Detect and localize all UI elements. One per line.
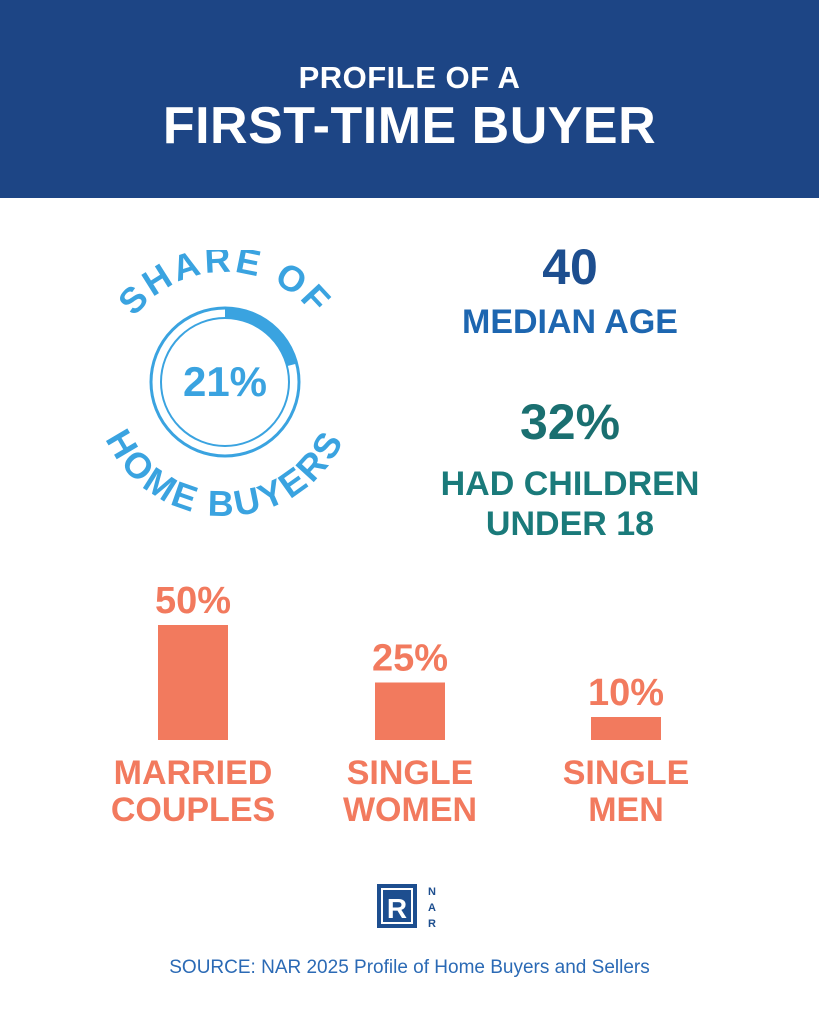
share-progress-arc (224, 307, 298, 367)
category-label-1-line-0: SINGLE (347, 754, 474, 792)
title-line-1: PROFILE OF A (298, 60, 521, 95)
category-label-1-line-1: WOMEN (343, 791, 477, 829)
children-label: HAD CHILDREN UNDER 18 (400, 464, 740, 544)
bar-0 (158, 625, 228, 740)
children-label-line-1: HAD CHILDREN (440, 465, 700, 503)
bar-1 (375, 682, 445, 740)
category-label-0-line-1: COUPLES (111, 791, 275, 829)
bar-2 (591, 717, 661, 740)
nar-logo: R N A R (377, 884, 436, 930)
nar-letter-r: R (428, 918, 436, 930)
realtor-r-letter: R (387, 893, 407, 924)
nar-letter-a: A (428, 902, 436, 914)
header-banner: PROFILE OF A FIRST-TIME BUYER (0, 0, 819, 198)
bar-value-label-1: 25% (372, 638, 448, 680)
category-label-0-line-0: MARRIED (114, 754, 273, 792)
median-age-value: 40 (542, 239, 598, 295)
median-age-label: MEDIAN AGE (462, 303, 678, 341)
realtor-r-icon-inner (381, 888, 413, 924)
bar-value-label-2: 10% (588, 672, 664, 714)
realtor-r-icon (377, 884, 417, 928)
children-value: 32% (519, 394, 621, 450)
nar-letter-n: N (428, 886, 436, 898)
household-composition-chart: 50%MARRIEDCOUPLES25%SINGLEWOMEN10%SINGLE… (111, 580, 690, 829)
bar-value-label-0: 50% (155, 580, 231, 622)
children-label-line-2: UNDER 18 (485, 505, 655, 543)
category-label-2-line-0: SINGLE (563, 754, 690, 792)
share-value: 21% (183, 358, 267, 405)
title-line-2: FIRST-TIME BUYER (162, 97, 657, 155)
arc-text-bottom: HOME BUYERS (98, 422, 352, 520)
category-label-2-line-1: MEN (588, 791, 664, 829)
source-note: SOURCE: NAR 2025 Profile of Home Buyers … (169, 957, 650, 978)
share-of-buyers-badge: SHARE OF HOME BUYERS 21% (98, 250, 352, 520)
